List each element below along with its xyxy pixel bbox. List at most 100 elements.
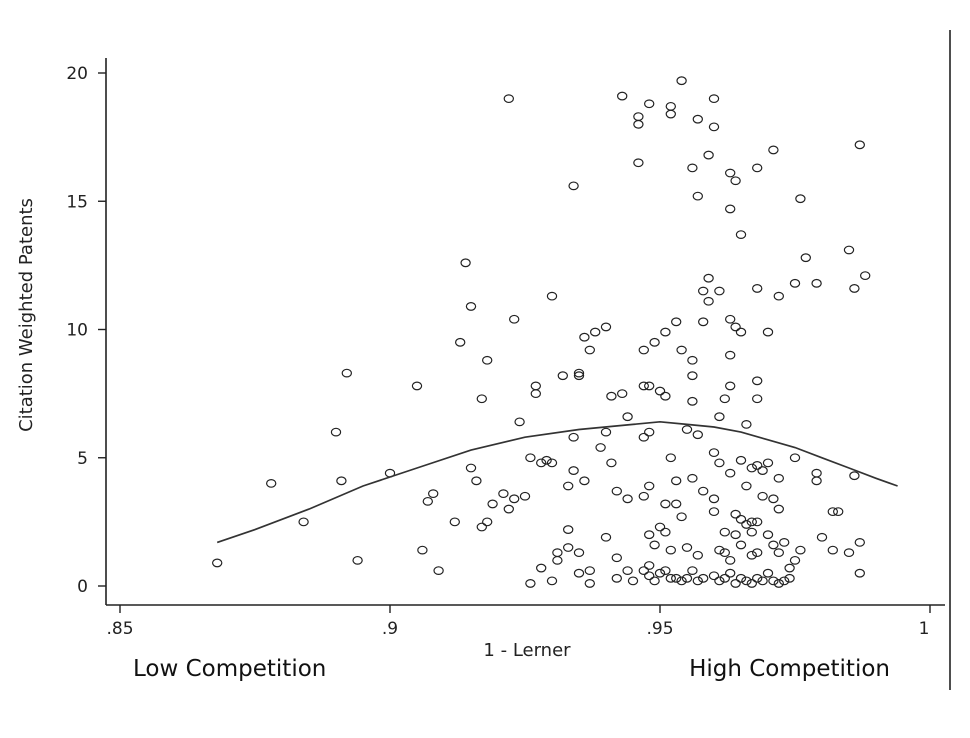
data-point [654,386,666,396]
data-point [752,548,763,558]
data-point [530,381,542,391]
data-points [211,76,871,588]
y-axis-title: Citation Weighted Patents [16,198,37,432]
data-point [703,296,714,306]
data-point [692,430,704,440]
data-point [789,278,801,288]
data-point [687,355,698,365]
data-point [411,381,423,391]
data-point [665,109,677,119]
data-point [665,545,677,555]
data-point [714,576,725,586]
data-point [644,427,655,437]
data-point [752,163,763,173]
data-point [833,507,844,517]
data-point [854,140,866,150]
data-point [752,517,763,527]
x-axis-title: 1 - Lerner [483,640,571,661]
y-tick-label: 20 [66,64,88,84]
data-point [730,176,741,186]
data-point [665,453,677,463]
data-point [746,550,758,560]
data-point [773,548,785,558]
data-point [752,394,763,404]
data-point [773,473,785,483]
data-point [476,394,487,404]
fitted-curve [216,420,898,544]
data-point [773,579,785,588]
data-point [708,94,720,104]
data-point [503,504,514,514]
data-point [708,494,720,504]
data-point [843,245,855,255]
data-point [525,579,536,588]
data-point [816,532,828,542]
data-point [762,530,774,540]
data-point [714,458,725,468]
data-point [746,579,758,588]
data-point [843,548,855,558]
data-point [644,381,655,391]
data-point [341,368,352,378]
data-point [752,376,763,386]
data-point [687,566,698,576]
data-point [741,576,752,586]
data-point [644,530,655,540]
data-point [433,566,444,576]
data-point [671,499,682,509]
data-point [762,568,774,578]
data-point [811,468,822,478]
data-point [584,345,596,355]
data-point [449,517,460,527]
data-point [741,481,752,491]
data-point [644,571,655,581]
data-point [546,458,558,468]
data-point [563,481,574,491]
data-point [827,545,839,555]
data-point [698,286,709,296]
data-point [698,573,709,583]
data-point [660,566,671,576]
data-point [741,420,752,429]
data-point [725,568,736,578]
data-point [714,286,725,296]
data-point [795,545,806,555]
data-point [752,284,763,293]
data-point [779,537,790,547]
data-point [660,327,671,337]
y-axis: 0 5 10 15 20 [66,58,107,605]
annotation-high-competition: High Competition [689,656,890,682]
data-point [465,302,477,311]
data-point [860,271,871,281]
data-point [768,145,779,155]
data-point [428,489,439,499]
data-point [768,576,779,586]
data-point [654,568,666,578]
data-point [687,396,698,406]
data-point [660,527,671,537]
data-point [546,576,558,586]
x-tick-label: .9 [382,619,398,639]
data-point [719,394,731,404]
data-point [573,568,585,578]
data-point [498,489,509,499]
data-point [730,322,741,332]
data-point [671,573,682,583]
data-point [746,527,758,537]
data-point [671,317,682,327]
data-point [530,389,542,399]
data-point [725,168,736,178]
data-point [606,458,617,468]
data-point [730,579,741,588]
data-point [714,412,725,422]
x-axis: .85 .9 .95 1 [106,604,945,639]
data-point [611,486,623,496]
data-point [600,322,612,332]
data-point [579,476,590,486]
data-point [730,509,741,519]
data-point [654,522,666,532]
data-point [211,558,223,568]
data-point [649,337,660,347]
data-point [336,476,347,486]
